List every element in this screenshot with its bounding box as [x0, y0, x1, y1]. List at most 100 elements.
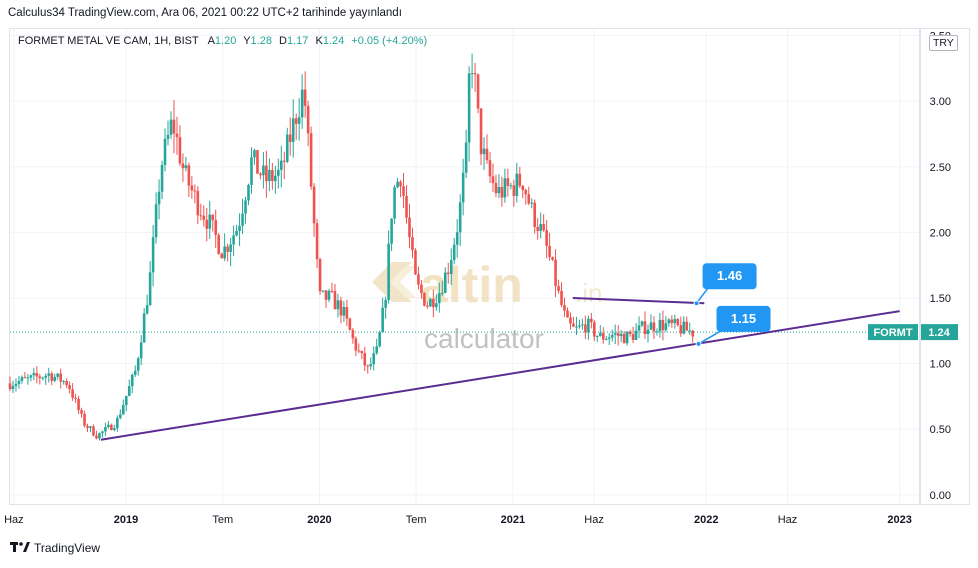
candle-body	[381, 307, 384, 333]
candle-body	[679, 325, 683, 334]
callout-pointer	[698, 329, 723, 345]
candle-body	[116, 417, 119, 429]
candle-body	[488, 160, 492, 177]
y-tick-label: 0.00	[930, 490, 951, 502]
chart-pane[interactable]	[9, 28, 920, 505]
callout-label: 1.15	[731, 311, 756, 326]
candle-body	[110, 424, 113, 431]
footer[interactable]: TradingView	[10, 541, 100, 555]
candle-body	[667, 319, 671, 324]
candle-body	[670, 319, 674, 324]
watermark-tld: .in	[575, 278, 602, 308]
candle-body	[476, 74, 480, 109]
candle-body	[420, 284, 423, 293]
candle-body	[443, 272, 447, 293]
candle-body	[285, 134, 289, 162]
candle-body	[351, 329, 355, 339]
candle-body	[649, 322, 653, 330]
candle-body	[405, 195, 408, 218]
candle-body	[238, 225, 241, 232]
candle-body	[566, 310, 569, 318]
candle-body	[20, 377, 24, 381]
candle-body	[348, 318, 352, 330]
candle-body	[438, 293, 441, 304]
candle-body	[169, 119, 173, 135]
candle-body	[494, 183, 498, 194]
candle-body	[214, 220, 218, 235]
candle-body	[658, 319, 662, 332]
low-label: D	[279, 35, 287, 47]
candle-body	[685, 321, 689, 331]
candle-body	[104, 427, 107, 432]
candle-body	[619, 333, 623, 337]
candle-body	[83, 413, 86, 426]
candle-body	[598, 333, 602, 336]
candle-body	[345, 307, 349, 319]
candle-body	[241, 213, 244, 226]
candle-body	[68, 385, 71, 390]
candle-body	[309, 133, 313, 187]
candle-body	[503, 178, 507, 198]
candle-body	[247, 185, 250, 201]
candle-body	[265, 165, 268, 182]
candle-body	[479, 108, 483, 155]
candle-body	[515, 173, 519, 196]
candle-body	[95, 435, 98, 439]
symbol-name: FORMET METAL VE CAM, 1H, BIST	[18, 35, 199, 47]
candle-body	[279, 160, 283, 170]
candle-body	[166, 134, 170, 139]
candle-body	[375, 346, 378, 354]
ticker-tag-label: FORMT	[873, 327, 912, 339]
candle-body	[473, 73, 477, 75]
candle-body	[277, 169, 280, 176]
candle-body	[581, 324, 584, 326]
candle-body	[268, 169, 271, 182]
candle-body	[652, 322, 656, 332]
candle-body	[575, 326, 578, 328]
candle-body	[604, 338, 608, 340]
change-value: +0.05 (+4.20%)	[351, 35, 428, 47]
x-tick-label: 2020	[307, 514, 331, 526]
candle-body	[426, 305, 429, 307]
candle-body	[399, 181, 402, 187]
candle-body	[160, 164, 164, 192]
candle-body	[47, 373, 51, 376]
candle-body	[121, 405, 125, 415]
high-value: 1.28	[250, 35, 272, 47]
candle-body	[217, 234, 220, 254]
candle-body	[271, 169, 274, 182]
candle-body	[610, 334, 614, 338]
candle-body	[646, 329, 650, 335]
x-axis-labels: Haz 2019 Tem 2020 Tem 2021 Haz 2022 Haz 2023	[4, 514, 912, 526]
candle-body	[327, 290, 331, 300]
price-axis[interactable]	[920, 28, 970, 505]
candle-body	[211, 214, 215, 221]
candle-body	[446, 272, 450, 274]
currency-badge[interactable]: TRY	[929, 35, 958, 51]
candle-body	[584, 324, 587, 333]
candle-body	[190, 185, 194, 191]
candle-body	[80, 409, 83, 414]
candle-body	[181, 163, 185, 169]
candle-body	[130, 374, 134, 387]
candle-body	[244, 200, 247, 214]
candle-body	[262, 165, 265, 176]
x-tick-label: 2019	[114, 514, 138, 526]
candle-body	[423, 292, 426, 306]
callout-box	[702, 263, 757, 290]
candle-body	[563, 305, 566, 311]
candle-body	[461, 172, 465, 203]
candle-body	[205, 219, 209, 229]
candle-body	[92, 426, 95, 436]
candle-body	[688, 330, 692, 332]
low-value: 1.17	[286, 35, 309, 47]
candle-body	[324, 290, 328, 300]
candle-body	[163, 138, 167, 165]
candle-body	[336, 300, 340, 310]
candle-body	[369, 364, 373, 367]
trendlines	[100, 296, 900, 441]
candle-body	[596, 335, 599, 337]
candle-body	[38, 376, 42, 379]
candle-body	[613, 333, 617, 335]
